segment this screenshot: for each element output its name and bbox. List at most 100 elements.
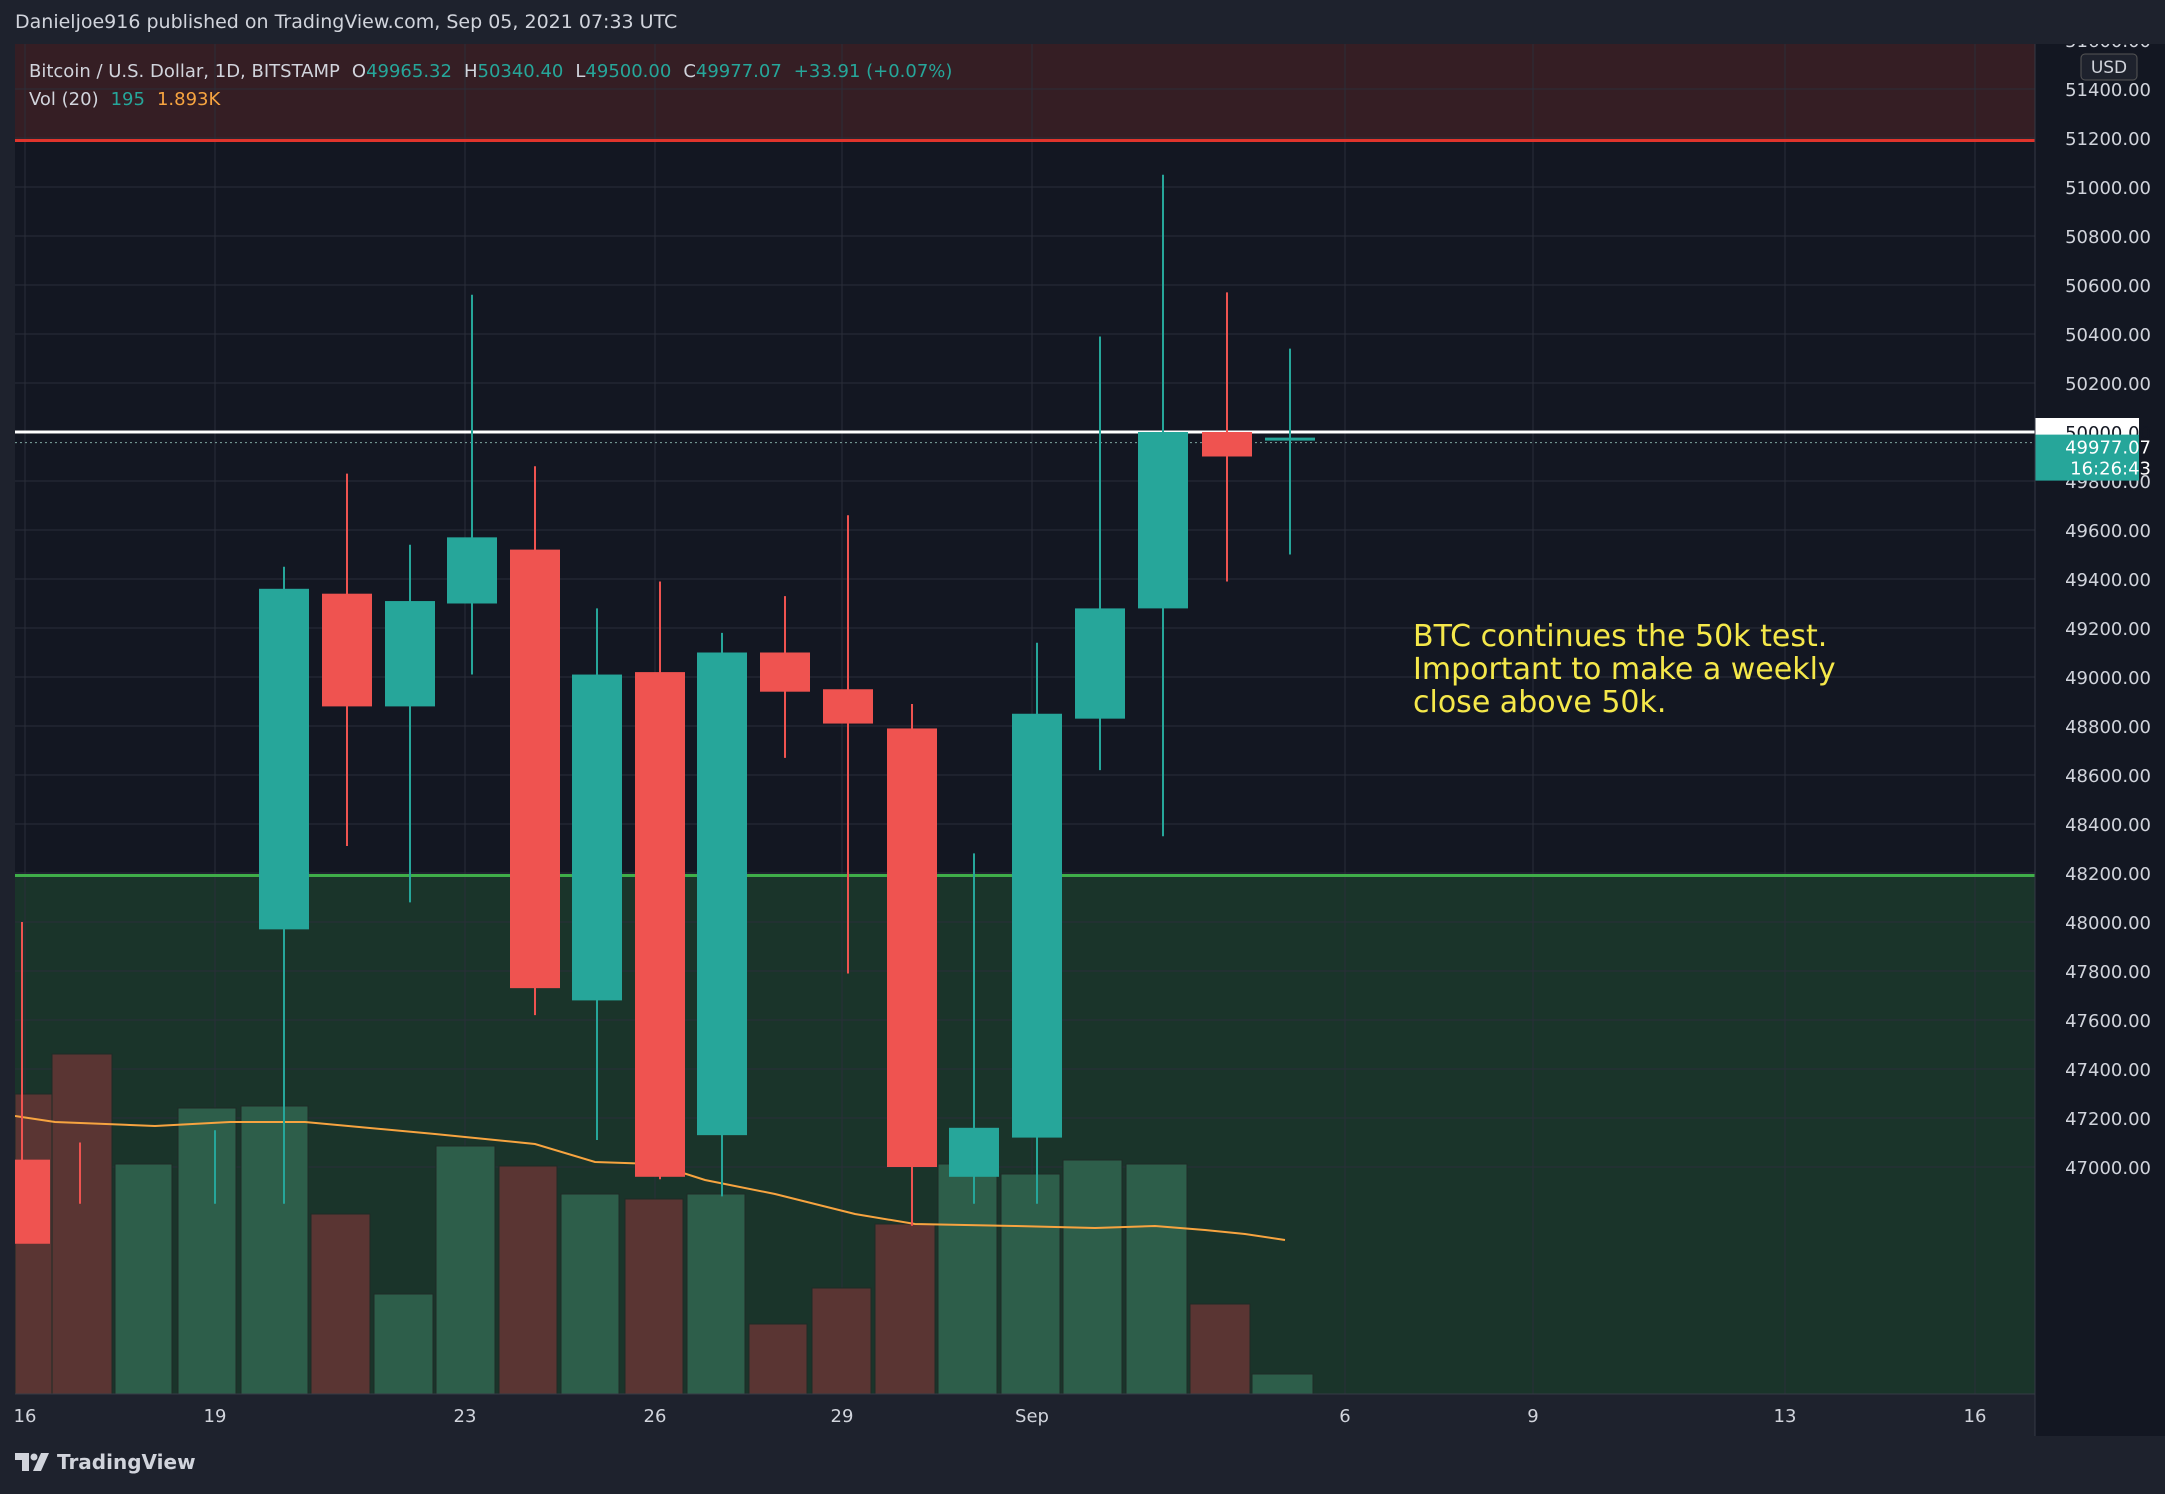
price-tick-label: 51400.00 (2065, 80, 2151, 101)
volume-bar (686, 1193, 746, 1395)
price-tick-label: 50400.00 (2065, 325, 2151, 346)
price-tick-label: 48200.00 (2065, 864, 2151, 885)
candlestick-chart[interactable]: 52000.0051600.0051400.0051200.0051000.00… (14, 31, 2165, 1436)
candle-body[interactable] (447, 537, 497, 604)
price-tick-label: 48400.00 (2065, 815, 2151, 836)
candle-body[interactable] (385, 601, 435, 707)
volume-bar (373, 1293, 434, 1395)
currency-badge[interactable] (2080, 53, 2138, 81)
candle-body[interactable] (760, 652, 810, 692)
price-tick-label: 47600.00 (2065, 1011, 2151, 1032)
countdown-label: 16:26:43 (2070, 459, 2151, 480)
time-tick-label: 19 (204, 1406, 227, 1427)
price-tick-label: 48800.00 (2065, 717, 2151, 738)
volume-bar (624, 1198, 684, 1395)
price-tick-label: 47000.00 (2065, 1158, 2151, 1179)
open-label: O (351, 61, 367, 82)
volume-bar (1062, 1159, 1123, 1395)
volume-bar (1251, 1373, 1314, 1395)
volume-ma-line (14, 1115, 1286, 1241)
candle-body[interactable] (949, 1127, 999, 1177)
volume-bar (498, 1165, 558, 1395)
time-tick-label: 16 (1964, 1406, 1987, 1427)
close-value: 49977.07 (695, 61, 782, 82)
resistance-zone (15, 44, 2035, 141)
series-legend: Bitcoin / U.S. Dollar, 1D, BITSTAMP O4996… (29, 58, 952, 114)
candle-body[interactable] (823, 689, 873, 724)
time-tick-label: 13 (1774, 1406, 1797, 1427)
price-tick-label: 48600.00 (2065, 766, 2151, 787)
price-tick-label: 50200.00 (2065, 374, 2151, 395)
price-tick-label: 51000.00 (2065, 178, 2151, 199)
volume-bar (811, 1287, 872, 1395)
volume-bar (1000, 1173, 1061, 1395)
candle-body[interactable] (15, 1159, 50, 1244)
volume-bar (874, 1223, 936, 1395)
chart-annotation: BTC continues the 50k test. Important to… (1413, 619, 1836, 720)
volume-bar (560, 1193, 620, 1395)
publish-header: Danieljoe916 published on TradingView.co… (0, 0, 2165, 44)
price-axis-background (2035, 44, 2165, 1436)
time-tick-label: 29 (831, 1406, 854, 1427)
price-tick-label: 49000.00 (2065, 668, 2151, 689)
volume-bar (177, 1107, 237, 1395)
volume-bar (1125, 1163, 1188, 1395)
price-tick-label: 50600.00 (2065, 276, 2151, 297)
price-tick-label: 51200.00 (2065, 129, 2151, 150)
volume-label[interactable]: Vol (20) (29, 89, 99, 110)
time-tick-label: Sep (1015, 1406, 1049, 1427)
price-tick-label: 49600.00 (2065, 521, 2151, 542)
candle-body[interactable] (510, 549, 560, 989)
price-tick-label: 47200.00 (2065, 1109, 2151, 1130)
candle-body[interactable] (697, 652, 747, 1136)
volume-bar (310, 1213, 371, 1395)
currency-label: USD (2091, 58, 2127, 78)
volume-bar (748, 1323, 808, 1395)
close-label: C (683, 61, 696, 82)
price-tick-label: 49400.00 (2065, 570, 2151, 591)
tradingview-logo-icon (15, 1453, 49, 1471)
change-value: +33.91 (+0.07%) (793, 61, 953, 82)
time-tick-label: 23 (454, 1406, 477, 1427)
candle-body[interactable] (1265, 437, 1315, 441)
candle-body[interactable] (887, 728, 937, 1167)
volume-value: 195 (110, 89, 145, 110)
time-tick-label: 6 (1339, 1406, 1350, 1427)
volume-ma-value: 1.893K (156, 89, 221, 110)
low-value: 49500.00 (585, 61, 672, 82)
low-label: L (575, 61, 586, 82)
volume-bar (240, 1105, 309, 1395)
volume-bar (51, 1053, 113, 1395)
volume-bar (114, 1163, 173, 1395)
time-tick-label: 26 (644, 1406, 667, 1427)
publish-line: Danieljoe916 published on TradingView.co… (15, 11, 678, 33)
price-tick-label: 51600.00 (2065, 44, 2151, 52)
candle-body[interactable] (1202, 432, 1252, 457)
candle-body[interactable] (1075, 608, 1125, 719)
volume-bar (435, 1145, 496, 1395)
high-value: 50340.40 (477, 61, 564, 82)
open-value: 49965.32 (366, 61, 452, 82)
price-tick-label: 47800.00 (2065, 962, 2151, 983)
volume-bar (1189, 1303, 1251, 1395)
price-tick-label: 49200.00 (2065, 619, 2151, 640)
volume-bar (937, 1163, 998, 1395)
footer: TradingView (0, 1436, 2165, 1494)
candle-body[interactable] (259, 588, 309, 930)
price-tick-label: 48000.00 (2065, 913, 2151, 934)
high-label: H (463, 61, 478, 82)
time-tick-label: 9 (1527, 1406, 1538, 1427)
chart-area[interactable]: 52000.0051600.0051400.0051200.0051000.00… (14, 31, 2165, 1436)
tradingview-brand[interactable]: TradingView (15, 1450, 196, 1474)
candle-body[interactable] (635, 672, 685, 1177)
candle-body[interactable] (1012, 713, 1062, 1138)
symbol-label[interactable]: Bitcoin / U.S. Dollar, 1D, BITSTAMP (29, 61, 340, 82)
candle-body[interactable] (322, 593, 372, 707)
candle-body[interactable] (572, 674, 622, 1001)
price-tick-label: 47400.00 (2065, 1060, 2151, 1081)
last-price-tag (2035, 434, 2139, 481)
last-price-label: 49977.07 (2065, 438, 2151, 459)
price-tick-label: 50800.00 (2065, 227, 2151, 248)
candle-body[interactable] (1138, 432, 1188, 609)
time-tick-label: 16 (15, 1406, 36, 1427)
